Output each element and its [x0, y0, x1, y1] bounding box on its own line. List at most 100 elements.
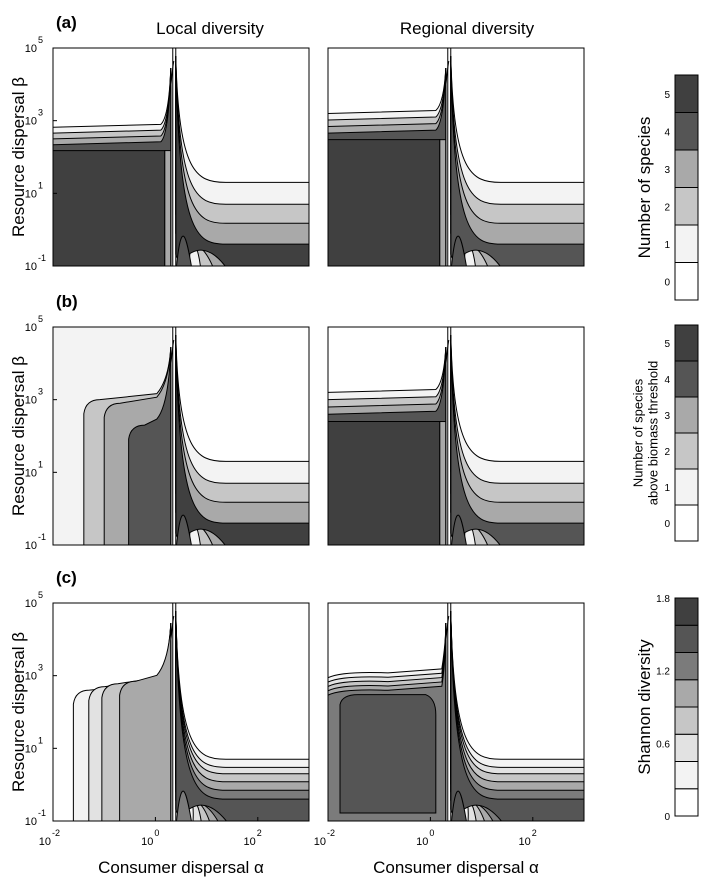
colorbar-tick-label: 3 [664, 411, 670, 422]
colorbar-tick-label: 1 [664, 483, 670, 494]
x-tick-label: 10 [39, 836, 51, 848]
contour-band [176, 790, 192, 821]
y-tick-label: 10 [25, 322, 37, 334]
contour-region [53, 327, 309, 545]
y-tick-exponent: 1 [38, 459, 43, 469]
colorbar-2: 0 1 2 3 4 5 Number of species above biomass thr… [631, 324, 699, 542]
y-tick-label: 10 [25, 816, 37, 828]
contour-region [328, 603, 584, 821]
colorbar-swatch [674, 187, 699, 226]
colorbar-tick-label: 0 [664, 277, 670, 288]
column-title-regional: Regional diversity [400, 19, 535, 38]
colorbar-swatch [674, 788, 699, 817]
heatmap-panel-2 [327, 47, 585, 267]
contour-core [328, 139, 441, 266]
y-tick-label: 10 [25, 598, 37, 610]
column-title-local: Local diversity [156, 19, 264, 38]
y-axis-label: Resource dispersal β [9, 77, 28, 237]
labels: (a) (b) (c) [56, 13, 78, 587]
colorbar-tick-label: 5 [664, 339, 670, 350]
y-tick-label: 10 [25, 261, 37, 273]
colorbar-label: Number of species [635, 117, 654, 259]
x-tick-exponent: 2 [532, 828, 537, 838]
y-axis-label: Resource dispersal β [9, 356, 28, 516]
y-tick-exponent: 3 [38, 387, 43, 397]
colorbar-tick-label: 4 [664, 375, 670, 386]
contour-region [328, 327, 584, 545]
axes-frame [52, 47, 310, 267]
contour-band [451, 235, 467, 266]
x-axis-label: Consumer dispersal α [98, 858, 264, 877]
colorbar-tick-label: 5 [664, 90, 670, 101]
panel-letter: (c) [56, 568, 77, 587]
panel-letter: (b) [56, 292, 78, 311]
colorbar-swatch [674, 112, 699, 151]
x-tick-exponent: 2 [257, 828, 262, 838]
contour-strip [164, 150, 172, 266]
colorbar-tick-label: 2 [664, 447, 670, 458]
axes-frame [52, 602, 310, 822]
contour-core [339, 694, 437, 814]
colorbar-swatch [674, 262, 699, 301]
y-tick-exponent: -1 [38, 808, 46, 818]
colorbar-label: Number of species [631, 378, 646, 487]
y-tick-exponent: 3 [38, 108, 43, 118]
colorbar-tick-label: 4 [664, 127, 670, 138]
colorbar-swatch [674, 149, 699, 188]
colorbar-swatch [674, 224, 699, 263]
colorbar-swatch [674, 504, 699, 542]
contour-core [53, 150, 166, 266]
y-axis-label: Resource dispersal β [9, 632, 28, 792]
y-tick-exponent: 5 [38, 35, 43, 45]
panel-letter: (a) [56, 13, 77, 32]
y-tick-exponent: 1 [38, 735, 43, 745]
colorbar-swatch [674, 360, 699, 398]
contour-core [328, 421, 441, 545]
x-tick-label: 10 [314, 836, 326, 848]
colorbar-tick-label: 0 [664, 519, 670, 530]
colorbar-tick-label: 0 [664, 812, 670, 823]
x-tick-label: 10 [416, 836, 428, 848]
axes-frame [52, 326, 310, 546]
contour-band [128, 346, 172, 545]
contour-strip [439, 421, 447, 545]
colorbar-swatch [674, 468, 699, 506]
y-tick-exponent: 5 [38, 590, 43, 600]
colorbar-3: 0 0.6 1.2 1.8 Shannon diversity [635, 594, 699, 823]
axes-frame [327, 326, 585, 546]
y-tick-label: 10 [25, 395, 37, 407]
contour-band [176, 235, 192, 266]
y-tick-label: 10 [25, 671, 37, 683]
y-tick-label: 10 [25, 188, 37, 200]
x-tick-exponent: -2 [52, 828, 60, 838]
y-tick-label: 10 [25, 116, 37, 128]
axes-frame [327, 47, 585, 267]
colorbar-swatch [674, 624, 699, 653]
contour-band [451, 514, 467, 545]
contour-region [53, 603, 309, 821]
heatmap-panel-4 [327, 326, 585, 546]
colorbar-swatch [674, 432, 699, 470]
colorbar-swatch [674, 597, 699, 626]
y-tick-exponent: -1 [38, 532, 46, 542]
colorbar-1: 0 1 2 3 4 5 Number of species [635, 74, 699, 301]
y-tick-exponent: 5 [38, 314, 43, 324]
colorbar-swatch [674, 324, 699, 362]
y-tick-label: 10 [25, 467, 37, 479]
colorbars: 0 1 2 3 4 5 Number of species 0 1 2 3 4 5 Number of s… [631, 74, 699, 823]
colorbar-tick-label: 0.6 [656, 739, 670, 750]
colorbar-label: above biomass threshold [646, 361, 661, 506]
y-tick-label: 10 [25, 43, 37, 55]
contour-band [176, 514, 192, 545]
contour-band [451, 790, 467, 821]
y-tick-exponent: 1 [38, 180, 43, 190]
colorbar-tick-label: 2 [664, 202, 670, 213]
y-tick-exponent: 3 [38, 663, 43, 673]
colorbar-swatch [674, 733, 699, 762]
x-axis-label: Consumer dispersal α [373, 858, 539, 877]
